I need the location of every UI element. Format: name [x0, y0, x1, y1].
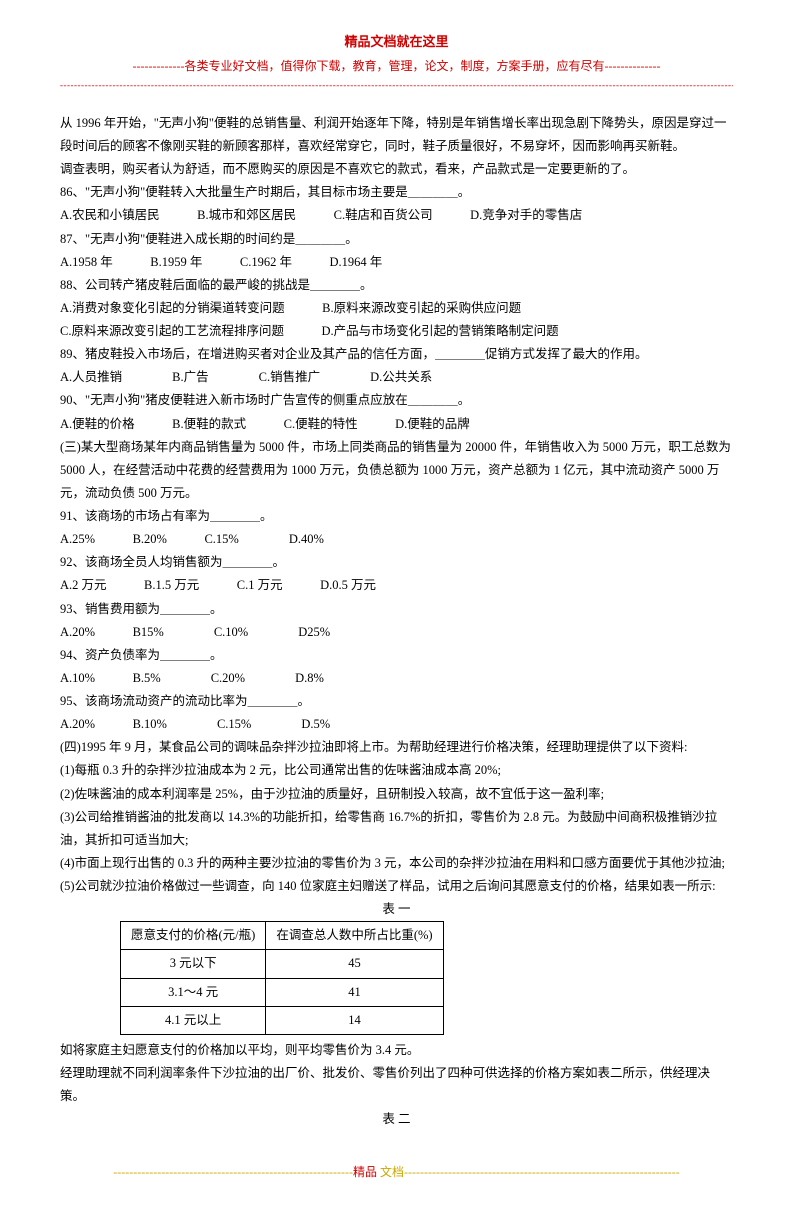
table-row: 4.1 元以上 14	[121, 1006, 444, 1034]
footer-text: 文档	[377, 1165, 404, 1179]
question-92-options: A.2 万元 B.1.5 万元 C.1 万元 D.0.5 万元	[60, 574, 733, 597]
table-row: 3 元以下 45	[121, 950, 444, 978]
header-subtitle: -------------各类专业好文档，值得你下载，教育，管理，论文，制度，方…	[60, 55, 733, 77]
paragraph: 经理助理就不同利润率条件下沙拉油的出厂价、批发价、零售价列出了四种可供选择的价格…	[60, 1062, 733, 1108]
table-cell: 41	[266, 978, 443, 1006]
content: 从 1996 年开始，"无声小狗"便鞋的总销售量、利润开始逐年下降，特别是年销售…	[60, 112, 733, 1131]
question-88-options-2: C.原料来源改变引起的工艺流程排序问题 D.产品与市场变化引起的营销策略制定问题	[60, 320, 733, 343]
case-4-item-2: (2)佐味酱油的成本利润率是 25%，由于沙拉油的质量好，且研制投入较高，故不宜…	[60, 783, 733, 806]
table-cell: 14	[266, 1006, 443, 1034]
question-89: 89、猪皮鞋投入市场后，在增进购买者对企业及其产品的信任方面，＿＿＿＿促销方式发…	[60, 343, 733, 366]
page: 精品文档就在这里 -------------各类专业好文档，值得你下载，教育，管…	[0, 0, 793, 1213]
case-4: (四)1995 年 9 月，某食品公司的调味品杂拌沙拉油即将上市。为帮助经理进行…	[60, 736, 733, 759]
table-cell: 3.1～4 元	[121, 978, 266, 1006]
table-header: 愿意支付的价格(元/瓶)	[121, 922, 266, 950]
footer-text: 精品	[353, 1165, 377, 1179]
paragraph: 调查表明，购买者认为舒适，而不愿购买的原因是不喜欢它的款式，看来，产品款式是一定…	[60, 158, 733, 181]
question-95-options: A.20% B.10% C.15% D.5%	[60, 713, 733, 736]
question-92: 92、该商场全员人均销售额为＿＿＿＿。	[60, 551, 733, 574]
question-94: 94、资产负债率为＿＿＿＿。	[60, 644, 733, 667]
question-87-options: A.1958 年 B.1959 年 C.1962 年 D.1964 年	[60, 251, 733, 274]
question-93-options: A.20% B15% C.10% D25%	[60, 621, 733, 644]
question-89-options: A.人员推销 B.广告 C.销售推广 D.公共关系	[60, 366, 733, 389]
question-86: 86、"无声小狗"便鞋转入大批量生产时期后，其目标市场主要是＿＿＿＿。	[60, 181, 733, 204]
paragraph: 如将家庭主妇愿意支付的价格加以平均，则平均零售价为 3.4 元。	[60, 1039, 733, 1062]
table-header: 在调查总人数中所占比重(%)	[266, 922, 443, 950]
footer-dashes: ----------------------------------------…	[113, 1165, 353, 1179]
case-4-item-4: (4)市面上现行出售的 0.3 升的两种主要沙拉油的零售价为 3 元，本公司的杂…	[60, 852, 733, 875]
question-88: 88、公司转产猪皮鞋后面临的最严峻的挑战是＿＿＿＿。	[60, 274, 733, 297]
question-90: 90、"无声小狗"猪皮便鞋进入新市场时广告宣传的侧重点应放在＿＿＿＿。	[60, 389, 733, 412]
question-91: 91、该商场的市场占有率为＿＿＿＿。	[60, 505, 733, 528]
paragraph: 从 1996 年开始，"无声小狗"便鞋的总销售量、利润开始逐年下降，特别是年销售…	[60, 112, 733, 158]
case-4-item-3: (3)公司给推销酱油的批发商以 14.3%的功能折扣，给零售商 16.7%的折扣…	[60, 806, 733, 852]
question-87: 87、"无声小狗"便鞋进入成长期的时间约是＿＿＿＿。	[60, 228, 733, 251]
header-title: 精品文档就在这里	[60, 30, 733, 54]
question-88-options-1: A.消费对象变化引起的分销渠道转变问题 B.原料来源改变引起的采购供应问题	[60, 297, 733, 320]
question-95: 95、该商场流动资产的流动比率为＿＿＿＿。	[60, 690, 733, 713]
table-1: 愿意支付的价格(元/瓶) 在调查总人数中所占比重(%) 3 元以下 45 3.1…	[120, 921, 444, 1035]
case-3: (三)某大型商场某年内商品销售量为 5000 件，市场上同类商品的销售量为 20…	[60, 436, 733, 505]
table-1-caption: 表 一	[60, 898, 733, 921]
table-row: 3.1～4 元 41	[121, 978, 444, 1006]
case-4-item-1: (1)每瓶 0.3 升的杂拌沙拉油成本为 2 元，比公司通常出售的佐味酱油成本高…	[60, 759, 733, 782]
table-cell: 45	[266, 950, 443, 978]
question-91-options: A.25% B.20% C.15% D.40%	[60, 528, 733, 551]
question-86-options: A.农民和小镇居民 B.城市和郊区居民 C.鞋店和百货公司 D.竞争对手的零售店	[60, 204, 733, 227]
header-separator: ----------------------------------------…	[60, 77, 733, 94]
footer-dashes: ----------------------------------------…	[404, 1165, 680, 1179]
footer: ----------------------------------------…	[60, 1161, 733, 1183]
table-row: 愿意支付的价格(元/瓶) 在调查总人数中所占比重(%)	[121, 922, 444, 950]
question-90-options: A.便鞋的价格 B.便鞋的款式 C.便鞋的特性 D.便鞋的品牌	[60, 413, 733, 436]
question-94-options: A.10% B.5% C.20% D.8%	[60, 667, 733, 690]
table-cell: 3 元以下	[121, 950, 266, 978]
question-93: 93、销售费用额为＿＿＿＿。	[60, 598, 733, 621]
table-cell: 4.1 元以上	[121, 1006, 266, 1034]
case-4-item-5: (5)公司就沙拉油价格做过一些调查，向 140 位家庭主妇赠送了样品，试用之后询…	[60, 875, 733, 898]
table-2-caption: 表 二	[60, 1108, 733, 1131]
